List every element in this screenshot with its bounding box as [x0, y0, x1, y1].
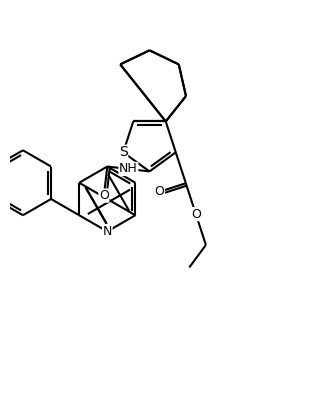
- Text: O: O: [155, 185, 164, 198]
- Text: S: S: [119, 145, 128, 159]
- Text: O: O: [99, 189, 109, 202]
- Text: NH: NH: [119, 162, 138, 176]
- Text: O: O: [191, 208, 201, 220]
- Text: N: N: [103, 225, 112, 238]
